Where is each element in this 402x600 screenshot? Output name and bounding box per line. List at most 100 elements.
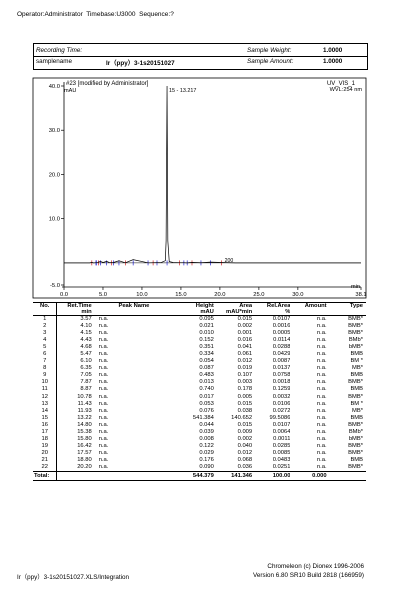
cell-rel: 0.0137 bbox=[272, 365, 291, 372]
cell-rel: 0.0011 bbox=[273, 435, 291, 442]
cell-amount: n.a. bbox=[316, 421, 327, 428]
cell-amount: n.a. bbox=[316, 386, 327, 393]
cell-rel: 0.0106 bbox=[272, 400, 291, 407]
cell-type: BMb* bbox=[348, 428, 363, 435]
cell-height: 0.740 bbox=[199, 386, 214, 393]
col-area-unit: mAU*min bbox=[213, 309, 253, 316]
cell-amount: n.a. bbox=[316, 463, 327, 470]
cell-height: 0.095 bbox=[199, 316, 214, 322]
cell-area: 0.001 bbox=[237, 330, 253, 337]
total-label: Total: bbox=[33, 471, 58, 482]
cell-rel: 0.0429 bbox=[272, 351, 291, 358]
cell-name: n.a. bbox=[98, 386, 109, 393]
cell-height: 0.039 bbox=[199, 428, 214, 435]
cell-area: 0.015 bbox=[237, 400, 253, 407]
y-tick-label: -5.0 bbox=[50, 283, 60, 289]
total-rel-area: 100.00 bbox=[252, 471, 291, 482]
col-height-unit: mAU bbox=[169, 309, 214, 316]
cell-rt: 13.22 bbox=[77, 414, 92, 421]
total-row: Total: 544.379 141.346 100.00 0.000 bbox=[33, 471, 366, 482]
cell-no: 6 bbox=[33, 351, 58, 359]
cell-rel: 0.0272 bbox=[272, 407, 291, 414]
cell-name: n.a. bbox=[98, 351, 109, 358]
cell-name: n.a. bbox=[98, 456, 109, 463]
sample-weight-value: 1.0000 bbox=[323, 47, 343, 54]
table-row: 22 20.20 n.a. 0.090 0.036 0.0251 n.a. BMB* bbox=[33, 463, 366, 472]
table-row: 21 18.80 n.a. 0.176 0.068 0.0483 n.a. BMB bbox=[33, 456, 366, 464]
cell-amount: n.a. bbox=[316, 449, 327, 456]
col-no: No. bbox=[33, 302, 58, 309]
cell-name: n.a. bbox=[98, 372, 109, 379]
cell-name: n.a. bbox=[98, 337, 109, 344]
cell-rt: 14.80 bbox=[77, 421, 92, 428]
peak-table: No. Ret.Time Peak Name Height Area Rel.A… bbox=[33, 302, 366, 482]
cell-amount: n.a. bbox=[316, 435, 327, 442]
cell-name: n.a. bbox=[98, 365, 109, 372]
cell-type: BM * bbox=[350, 358, 363, 365]
cell-type: BMB* bbox=[348, 330, 363, 337]
cell-rt: 16.42 bbox=[77, 442, 92, 449]
cell-height: 0.044 bbox=[199, 421, 214, 428]
y-tick-label: 10.0 bbox=[49, 217, 60, 223]
table-row: 2 4.10 n.a. 0.021 0.002 0.0016 n.a. BMB* bbox=[33, 323, 366, 331]
x-tick-label: 15.0 bbox=[175, 292, 186, 298]
col-area: Area bbox=[213, 302, 253, 309]
cell-no: 5 bbox=[33, 344, 58, 352]
cell-amount: n.a. bbox=[316, 344, 327, 351]
table-row: 4 4.43 n.a. 0.152 0.016 0.0114 n.a. BMb* bbox=[33, 337, 366, 345]
recording-time-label: Recording Time: bbox=[36, 47, 83, 54]
cell-amount: n.a. bbox=[316, 400, 327, 407]
cell-no: 20 bbox=[33, 449, 58, 457]
cell-rel: 0.0251 bbox=[272, 463, 291, 470]
col-type: Type bbox=[326, 302, 366, 309]
peak-label: 15 - 13.217 bbox=[169, 88, 196, 94]
cell-rt: 10.78 bbox=[77, 393, 92, 400]
cell-height: 0.334 bbox=[199, 351, 214, 358]
cell-rt: 3.57 bbox=[80, 316, 92, 322]
cell-rt: 4.10 bbox=[80, 323, 92, 330]
cell-no: 1 bbox=[33, 315, 58, 324]
sample-weight-label: Sample Weight: bbox=[247, 47, 292, 54]
table-row: 13 11.43 n.a. 0.053 0.015 0.0106 n.a. BM * bbox=[33, 400, 366, 408]
col-height: Height bbox=[169, 302, 214, 309]
cell-rt: 20.20 bbox=[77, 463, 92, 470]
cell-rel: 0.0032 bbox=[272, 393, 291, 400]
cell-type: BMB* bbox=[348, 323, 363, 330]
cell-area: 0.009 bbox=[237, 428, 253, 435]
cell-type: BMB* bbox=[348, 379, 363, 386]
cell-amount: n.a. bbox=[316, 442, 327, 449]
col-ret-time-unit: min bbox=[56, 309, 95, 316]
table-row: 18 15.80 n.a. 0.008 0.002 0.0011 n.a. bMB* bbox=[33, 435, 366, 443]
divider bbox=[34, 56, 367, 57]
cell-rel: 0.0288 bbox=[272, 344, 291, 351]
chart-frame bbox=[32, 77, 367, 299]
cell-type: BMB* bbox=[348, 393, 363, 400]
table-row: 3 4.15 n.a. 0.010 0.001 0.0005 n.a. BMB* bbox=[33, 330, 366, 338]
cell-height: 0.010 bbox=[199, 330, 214, 337]
cell-rel: 0.1259 bbox=[272, 386, 291, 393]
col-amount: Amount bbox=[290, 302, 327, 309]
cell-rel: 0.0483 bbox=[272, 456, 291, 463]
report-header: Operator:Administrator Timebase:U3000 Se… bbox=[17, 11, 174, 18]
cell-no: 18 bbox=[33, 435, 58, 443]
table-row: 5 4.68 n.a. 0.351 0.041 0.0288 n.a. bMB* bbox=[33, 344, 366, 352]
cell-name: n.a. bbox=[98, 316, 109, 322]
table-row: 10 7.87 n.a. 0.013 0.003 0.0018 n.a. BMB* bbox=[33, 379, 366, 387]
cell-area: 0.005 bbox=[237, 393, 253, 400]
x-tick-label: 20.0 bbox=[214, 292, 225, 298]
cell-name: n.a. bbox=[98, 330, 109, 337]
cell-no: 2 bbox=[33, 323, 58, 331]
cell-type: BMB bbox=[350, 456, 363, 463]
cell-no: 15 bbox=[33, 414, 58, 422]
cell-rel: 0.0016 bbox=[272, 323, 291, 330]
table-row: 14 11.93 n.a. 0.076 0.038 0.0272 n.a. MB* bbox=[33, 407, 366, 415]
cell-rel: 0.0085 bbox=[272, 449, 291, 456]
col-rel-area-unit: % bbox=[252, 309, 291, 316]
table-row: 16 14.80 n.a. 0.044 0.015 0.0107 n.a. BMB* bbox=[33, 421, 366, 429]
cell-amount: n.a. bbox=[316, 393, 327, 400]
version-text: Version 6.80 SR10 Build 2818 (166959) bbox=[253, 572, 364, 579]
cell-no: 16 bbox=[33, 421, 58, 429]
chromatogram-trace bbox=[64, 85, 361, 264]
cell-area: 0.178 bbox=[237, 386, 253, 393]
cell-type: BMB* bbox=[348, 442, 363, 449]
